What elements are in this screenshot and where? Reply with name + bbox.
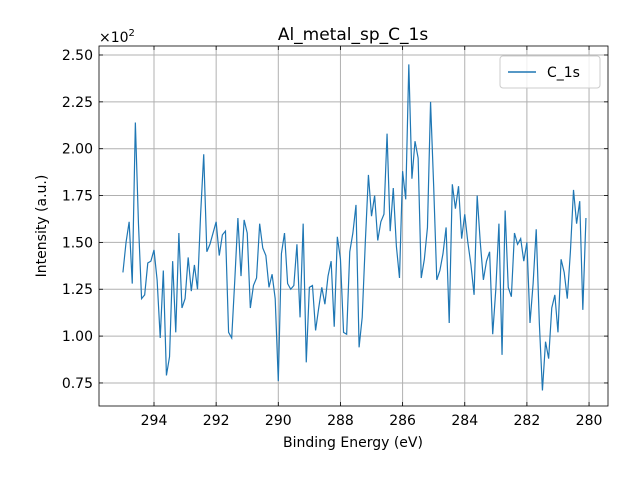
y-tick-label: 2.25 — [62, 95, 93, 111]
x-tick-label: 292 — [203, 413, 230, 429]
y-tick-label: 1.50 — [62, 235, 93, 251]
y-tick-label: 1.00 — [62, 329, 93, 345]
y-tick-label: 1.75 — [62, 189, 93, 205]
y-tick-label: 2.50 — [62, 48, 93, 64]
x-tick-label: 282 — [514, 413, 541, 429]
x-axis-label: Binding Energy (eV) — [283, 435, 423, 451]
chart-title: Al_metal_sp_C_1s — [278, 25, 429, 45]
y-tick-label: 0.75 — [62, 376, 93, 392]
x-tick-label: 280 — [576, 413, 603, 429]
x-tick-label: 290 — [265, 413, 292, 429]
y-scale-label: ×102 — [99, 28, 135, 46]
legend-label: C_1s — [547, 65, 580, 81]
data-line — [122, 64, 587, 391]
x-tick-label: 288 — [327, 413, 354, 429]
y-tick-label: 1.25 — [62, 282, 93, 298]
y-axis-label: Intensity (a.u.) — [34, 175, 50, 278]
y-scale-exponent: 2 — [129, 28, 135, 39]
x-tick-label: 284 — [451, 413, 478, 429]
plot-frame — [98, 45, 609, 407]
x-tick-label: 294 — [141, 413, 168, 429]
x-tick-label: 286 — [389, 413, 416, 429]
y-tick-label: 2.00 — [62, 142, 93, 158]
legend-box — [499, 55, 601, 89]
y-scale-base: ×10 — [99, 30, 129, 46]
